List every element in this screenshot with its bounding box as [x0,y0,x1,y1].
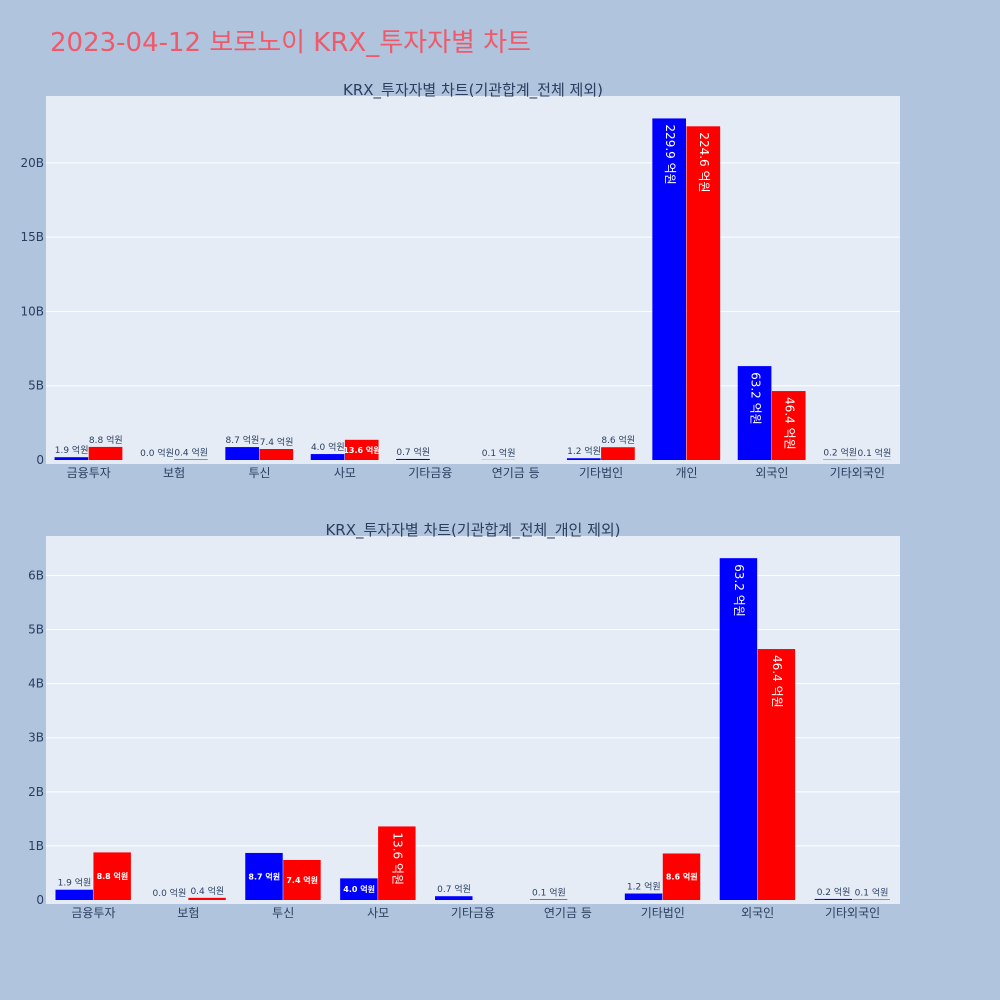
data-label: 0.2 억원 [817,886,851,898]
x-tick-label: 기타법인 [579,466,623,480]
bar [245,852,283,900]
data-label: 4.0 억원 [311,441,345,453]
x-tick-label: 개인 [675,466,697,480]
y-tick-label: 6B [28,568,44,582]
x-tick-label: 기타금융 [408,466,452,480]
x-tick-label: 기타외국인 [830,466,885,480]
data-label: 8.6 억원 [601,434,635,446]
chart-title: KRX_투자자별 차트(기관합계_전체 제외) [343,81,603,100]
data-label: 229.9 억원 [663,124,677,184]
bar [757,649,796,900]
bar [225,447,259,460]
data-label: 8.8 억원 [97,871,129,881]
data-label: 46.4 억원 [782,397,796,450]
bar [601,447,635,460]
bar [652,118,686,460]
x-tick-label: 기타외국인 [825,906,880,920]
data-label: 7.4 억원 [286,875,318,885]
bar [174,459,208,460]
data-label: 63.2 억원 [732,564,746,617]
bar [259,449,294,460]
data-label: 8.7 억원 [248,871,280,881]
y-tick-label: 5B [28,623,44,637]
x-tick-label: 금융투자 [67,466,111,480]
x-tick-label: 연기금 등 [492,466,540,480]
data-label: 13.6 억원 [343,445,380,455]
data-label: 0.0 억원 [152,887,186,899]
bar [814,898,853,900]
data-label: 8.6 억원 [666,872,698,882]
x-tick-label: 보험 [163,466,185,480]
x-tick-label: 외국인 [755,466,788,480]
data-label: 63.2 억원 [748,372,762,425]
data-label: 0.7 억원 [396,446,430,458]
data-label: 0.1 억원 [532,886,566,898]
x-tick-label: 보험 [177,906,199,920]
bar [566,458,601,460]
chart-title: KRX_투자자별 차트(기관합계_전체_개인 제외) [325,521,620,540]
data-label: 0.1 억원 [855,886,889,898]
bar [686,126,721,461]
bar [54,457,89,460]
bar [310,454,345,460]
x-tick-label: 사모 [367,906,389,920]
data-label: 0.2 억원 [823,447,857,459]
y-tick-label: 0 [36,893,44,907]
bar [529,899,568,900]
y-tick-label: 4B [28,677,44,691]
data-label: 0.4 억원 [190,885,224,897]
bar [435,896,473,900]
bar [88,446,123,460]
data-label: 13.6 억원 [391,832,405,885]
y-tick-label: 2B [28,785,44,799]
x-tick-label: 투신 [272,906,294,920]
y-tick-label: 3B [28,731,44,745]
data-label: 7.4 억원 [260,436,294,448]
x-tick-label: 연기금 등 [544,906,592,920]
data-label: 1.2 억원 [567,445,601,457]
data-label: 8.7 억원 [226,434,260,446]
bar [396,458,430,460]
page-title: 2023-04-12 보로노이 KRX_투자자별 차트 [50,28,532,58]
data-label: 0.7 억원 [437,883,471,895]
y-tick-label: 10B [20,304,44,318]
data-label: 1.9 억원 [55,444,89,456]
x-tick-label: 투신 [248,466,270,480]
data-label: 1.2 억원 [627,881,661,893]
bar [93,852,131,900]
y-tick-label: 15B [20,230,44,244]
bar [771,391,806,460]
bar [624,893,663,900]
data-label: 224.6 억원 [697,132,711,192]
bar [852,899,891,900]
y-tick-label: 20B [20,156,44,170]
data-label: 4.0 억원 [343,884,375,894]
bar [188,897,226,900]
y-tick-label: 5B [28,379,44,393]
x-tick-label: 기타금융 [451,906,495,920]
bar [344,439,379,460]
data-label: 8.8 억원 [89,434,123,446]
y-tick-label: 1B [28,839,44,853]
y-tick-label: 0 [36,453,44,467]
bar [340,878,378,900]
data-label: 1.9 억원 [58,877,92,889]
data-label: 0.4 억원 [174,446,208,458]
x-tick-label: 외국인 [741,906,774,920]
bar [662,853,701,900]
data-label: 0.1 억원 [858,447,892,459]
bar [283,859,321,900]
bar [737,366,772,460]
bar [719,558,758,900]
x-tick-label: 기타법인 [641,906,685,920]
bar [378,826,416,900]
data-label: 0.0 억원 [140,447,174,459]
bar [55,889,93,900]
x-tick-label: 금융투자 [71,906,115,920]
chart-top: KRX_투자자별 차트(기관합계_전체 제외) 0 5B 10B 15B 20B 금융투자 1… [20,81,900,480]
x-tick-label: 사모 [334,466,356,480]
data-label: 0.1 억원 [482,447,516,459]
data-label: 46.4 억원 [770,655,784,708]
